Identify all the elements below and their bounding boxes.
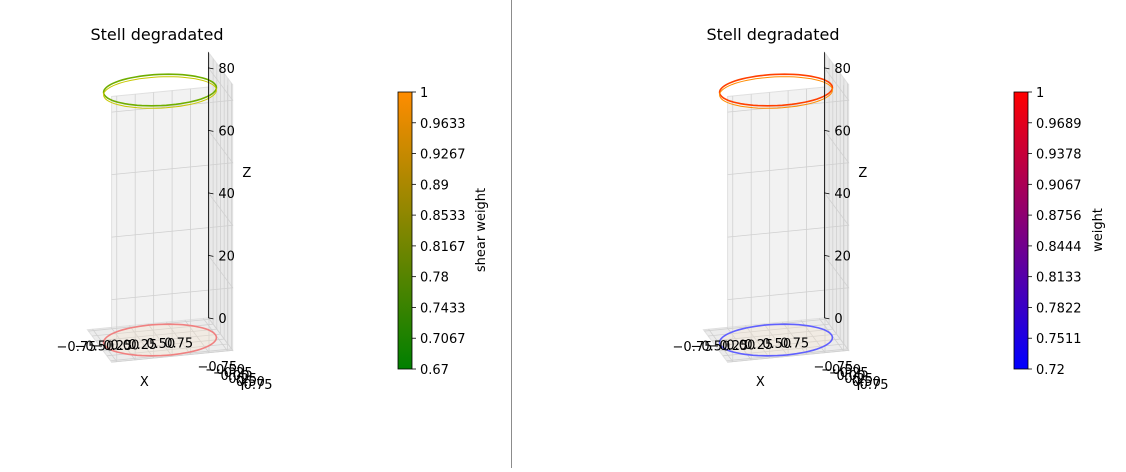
z-tick-label: 40: [834, 187, 851, 202]
y-tick-label: 0.00: [221, 369, 250, 384]
z-axis-label: Z: [858, 166, 867, 181]
x-tick-label: 0.00: [726, 338, 755, 353]
colorbar-tick-label: 0.7822: [1036, 301, 1082, 316]
z-tick: [208, 129, 214, 132]
colorbar-tick-label: 0.7511: [1036, 332, 1082, 347]
colorbar-tick-label: 0.7433: [420, 301, 466, 316]
x-tick-label: 0.50: [146, 337, 175, 352]
x-axis-label: X: [140, 375, 149, 390]
x-tick-label: 0.75: [164, 337, 193, 352]
y-tick-label: −0.50: [821, 363, 861, 378]
colorbar-tick-label: 0.9633: [420, 117, 466, 132]
y-tick-label: −0.75: [197, 360, 237, 375]
z-tick: [824, 129, 830, 132]
y-tick-label: 0.75: [860, 378, 889, 393]
z-tick: [824, 317, 830, 320]
x-tick-label: −0.25: [708, 339, 748, 354]
top-ring-outer: [102, 73, 218, 107]
y-tick-label: −0.25: [829, 366, 869, 381]
colorbar-tick-label: 1: [1036, 86, 1044, 101]
x-tick-label: 0.25: [128, 338, 157, 353]
top-ring-inner: [719, 76, 833, 109]
z-tick-label: 40: [218, 187, 235, 202]
colorbar-tick-label: 0.9267: [420, 148, 466, 163]
colorbar-tick-label: 0.67: [420, 363, 449, 378]
colorbar-tick-label: 0.8167: [420, 240, 466, 255]
z-tick: [824, 254, 830, 257]
z-tick: [824, 67, 830, 70]
x-tick-label: −0.50: [690, 340, 730, 355]
z-tick-label: 80: [218, 62, 235, 77]
chart-panel-2: 020406080Z−0.75−0.50−0.250.000.250.500.7…: [673, 25, 1106, 394]
x-tick-label: −0.25: [92, 339, 132, 354]
base-ring: [102, 323, 218, 357]
chart-title: Stell degradated: [706, 25, 839, 44]
z-tick-label: 60: [218, 124, 235, 139]
colorbar-tick-label: 1: [420, 86, 428, 101]
colorbar-tick-label: 0.9378: [1036, 148, 1082, 163]
chart-title: Stell degradated: [90, 25, 223, 44]
z-tick: [824, 192, 830, 195]
x-tick-label: 0.50: [762, 337, 791, 352]
colorbar-label: weight: [1091, 208, 1106, 252]
z-tick: [208, 192, 214, 195]
y-tick-label: 0.75: [244, 378, 273, 393]
floor-gridline-y: [719, 338, 841, 352]
colorbar-tick-label: 0.8133: [1036, 271, 1082, 286]
floor-gridline-x: [166, 321, 191, 355]
y-axis-label: Y: [854, 379, 863, 394]
y-tick-label: 0.50: [236, 375, 265, 390]
colorbar-tick-label: 0.9067: [1036, 178, 1082, 193]
z-tick-label: 20: [834, 249, 851, 264]
colorbar-tick-label: 0.89: [420, 178, 449, 193]
colorbar-tick-label: 0.78: [420, 271, 449, 286]
colorbar: [397, 91, 413, 370]
z-tick-label: 20: [218, 249, 235, 264]
y-tick-label: 0.25: [228, 372, 257, 387]
chart-panel-1: 020406080Z−0.75−0.50−0.250.000.250.500.7…: [57, 25, 489, 394]
z-tick: [208, 317, 214, 320]
z-tick: [208, 254, 214, 257]
base-ring: [718, 323, 834, 357]
x-tick-label: 0.25: [744, 338, 773, 353]
y-tick-label: −0.25: [213, 366, 253, 381]
y-tick-label: −0.50: [205, 363, 245, 378]
top-ring-outer: [718, 73, 834, 107]
y-axis-label: Y: [238, 379, 247, 394]
x-tick-label: 0.00: [110, 338, 139, 353]
x-tick-label: −0.75: [673, 340, 713, 355]
z-axis-label: Z: [242, 166, 251, 181]
z-tick-label: 0: [834, 312, 842, 327]
colorbar: [1013, 91, 1029, 370]
z-tick: [208, 67, 214, 70]
colorbar-tick-label: 0.8533: [420, 209, 466, 224]
colorbar-tick-label: 0.8444: [1036, 240, 1082, 255]
cylinder-lines: [719, 74, 833, 356]
y-tick-label: −0.75: [813, 360, 853, 375]
x-tick-label: 0.75: [780, 337, 809, 352]
x-tick-label: −0.50: [74, 340, 114, 355]
z-tick-label: 0: [218, 312, 226, 327]
colorbar-label: shear weight: [474, 188, 489, 272]
y-tick-label: 0.00: [837, 369, 866, 384]
colorbar-tick-label: 0.9689: [1036, 117, 1082, 132]
x-tick-label: −0.75: [57, 340, 97, 355]
y-tick-label: 0.50: [852, 375, 881, 390]
x-axis-label: X: [756, 375, 765, 390]
colorbar-tick-label: 0.8756: [1036, 209, 1082, 224]
colorbar-tick-label: 0.7067: [420, 332, 466, 347]
floor-gridline-y: [103, 338, 225, 352]
cylinder-lines: [103, 74, 217, 356]
top-ring-inner: [103, 76, 217, 109]
y-tick-label: 0.25: [844, 372, 873, 387]
colorbar-tick-label: 0.72: [1036, 363, 1065, 378]
z-tick-label: 60: [834, 124, 851, 139]
z-tick-label: 80: [834, 62, 851, 77]
floor-gridline-x: [782, 321, 807, 355]
